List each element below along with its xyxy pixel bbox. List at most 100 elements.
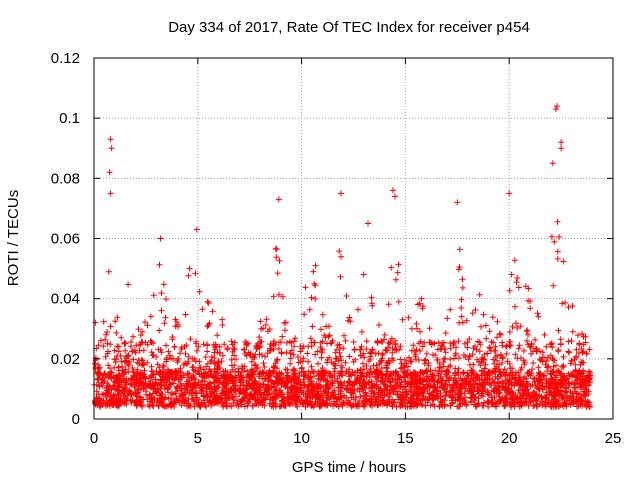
data-point [147,313,154,320]
data-point [484,398,491,404]
data-point [156,327,163,334]
data-point [419,343,426,350]
data-point [99,383,106,390]
data-point [323,377,330,384]
data-point [587,372,594,379]
data-point [467,398,474,405]
data-point [476,291,483,298]
data-point [523,337,530,344]
data-point [204,341,210,348]
data-point [394,269,401,276]
data-point [324,378,331,385]
data-point [430,351,436,358]
data-point [572,361,579,368]
data-point [187,336,194,342]
data-point [452,370,458,377]
y-tick-label: 0.08 [51,170,80,187]
data-point [205,300,212,307]
data-point [548,371,555,378]
data-point [337,369,344,375]
data-point [154,361,161,368]
data-point [162,314,169,321]
data-point [115,348,122,355]
data-point [517,367,524,373]
data-point [466,336,473,342]
data-point [547,384,554,391]
data-point [338,190,344,197]
data-point [499,339,506,346]
x-tick-label: 20 [501,430,518,447]
data-point [418,295,425,302]
data-point [211,349,218,356]
data-point [144,322,151,329]
data-point [455,371,462,378]
data-point [107,190,114,197]
data-point [167,381,174,388]
data-point [535,313,542,320]
data-point [492,365,499,372]
data-point [442,330,449,336]
data-point [417,347,423,354]
data-point [557,336,564,343]
data-point [261,402,268,409]
data-point [108,373,115,380]
data-point [357,372,364,379]
data-point [538,394,545,401]
x-tick-label: 15 [397,430,414,447]
data-point [144,359,151,366]
data-point [172,323,179,330]
data-point [457,375,464,382]
data-point [160,281,167,288]
data-point [358,328,365,335]
data-point [270,293,277,300]
data-point [318,388,324,395]
data-point [458,313,465,320]
data-point [492,343,499,350]
data-point [107,341,114,348]
data-point [514,275,521,281]
data-point [149,402,156,409]
data-point [447,306,454,313]
data-point [385,360,391,367]
data-point [399,316,406,323]
data-point [125,361,132,368]
data-point [136,394,143,400]
data-point [484,379,491,386]
data-point [517,323,524,330]
data-point [421,339,428,346]
data-point [554,255,561,262]
data-point [111,347,118,354]
data-point [406,354,412,361]
data-point [369,403,375,409]
data-point [455,365,462,372]
data-point [506,342,513,348]
data-point [203,391,210,397]
data-point [139,403,146,410]
data-point [319,311,326,318]
data-point [378,365,385,372]
data-point [308,402,315,409]
data-point [395,298,402,305]
data-point [520,376,527,382]
data-point [497,331,504,338]
data-point [569,303,576,309]
data-point [409,325,415,332]
data-point [100,318,107,325]
data-point [196,288,203,295]
data-point [513,320,519,327]
data-point [341,332,347,339]
data-point [92,319,99,326]
data-point [554,248,561,255]
data-point [193,226,200,233]
data-point [174,323,181,330]
data-point [460,369,467,376]
data-point [310,268,317,275]
data-point [408,358,415,365]
data-point [514,325,521,331]
data-point [515,284,522,291]
data-point [486,328,493,335]
data-point [204,298,211,305]
data-point [393,276,399,283]
data-point [478,377,485,383]
data-point [439,396,446,403]
